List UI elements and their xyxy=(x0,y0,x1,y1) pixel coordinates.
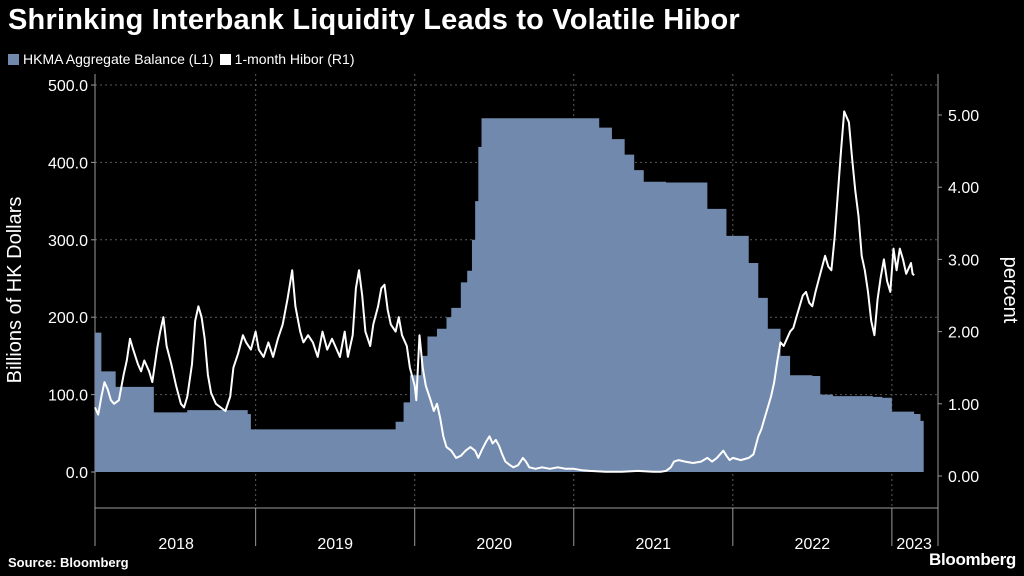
bloomberg-logo: Bloomberg xyxy=(928,550,1016,569)
legend-item-aggregate-balance: HKMA Aggregate Balance (L1) xyxy=(8,51,214,67)
right-tick-label-1: 1.00 xyxy=(948,397,979,414)
right-tick-label-0: 0.00 xyxy=(948,469,979,486)
year-label-2022: 2022 xyxy=(795,536,831,553)
left-tick-label-0: 0.0 xyxy=(66,465,88,482)
left-tick-label-500: 500.0 xyxy=(48,78,88,95)
left-tick-label-300: 300.0 xyxy=(48,233,88,250)
right-tick-label-5: 5.00 xyxy=(948,108,979,125)
left-tick-label-200: 200.0 xyxy=(48,310,88,327)
year-label-2021: 2021 xyxy=(635,536,671,553)
left-tick-label-400: 400.0 xyxy=(48,155,88,172)
year-label-2018: 2018 xyxy=(158,536,194,553)
legend: HKMA Aggregate Balance (L1) 1-month Hibo… xyxy=(8,51,361,67)
legend-label-hibor: 1-month Hibor (R1) xyxy=(234,51,355,67)
series-aggregate-balance-area xyxy=(95,118,924,473)
legend-swatch-aggregate-balance xyxy=(8,53,19,65)
right-tick-label-4: 4.00 xyxy=(948,180,979,197)
year-label-2023: 2023 xyxy=(896,536,932,553)
right-tick-label-3: 3.00 xyxy=(948,252,979,269)
right-axis-label: percent xyxy=(999,257,1021,324)
chart-title: Shrinking Interbank Liquidity Leads to V… xyxy=(8,4,740,36)
year-label-2020: 2020 xyxy=(476,536,512,553)
left-axis-label: Billions of HK Dollars xyxy=(4,197,26,384)
source-note: Source: Bloomberg xyxy=(8,555,129,570)
left-tick-label-100: 100.0 xyxy=(48,388,88,405)
legend-label-aggregate-balance: HKMA Aggregate Balance (L1) xyxy=(23,51,214,67)
right-tick-label-2: 2.00 xyxy=(948,325,979,342)
legend-item-hibor: 1-month Hibor (R1) xyxy=(219,51,355,67)
legend-swatch-hibor xyxy=(219,53,231,65)
series-hibor-line xyxy=(94,110,915,473)
year-label-2019: 2019 xyxy=(317,536,353,553)
